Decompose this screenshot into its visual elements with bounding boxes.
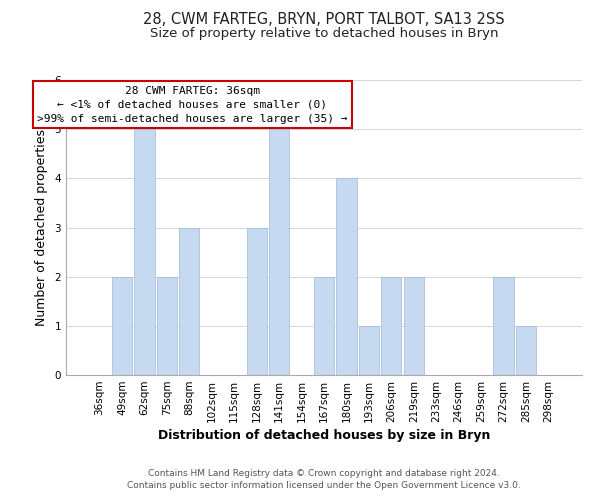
Bar: [134, 129, 155, 375]
Text: 28 CWM FARTEG: 36sqm
← <1% of detached houses are smaller (0)
>99% of semi-detac: 28 CWM FARTEG: 36sqm ← <1% of detached h…: [37, 86, 347, 124]
Bar: [314, 276, 334, 375]
Bar: [157, 276, 177, 375]
Bar: [247, 228, 267, 375]
Bar: [179, 228, 199, 375]
Text: Contains HM Land Registry data © Crown copyright and database right 2024.
Contai: Contains HM Land Registry data © Crown c…: [127, 468, 521, 490]
Text: 28, CWM FARTEG, BRYN, PORT TALBOT, SA13 2SS: 28, CWM FARTEG, BRYN, PORT TALBOT, SA13 …: [143, 12, 505, 28]
Bar: [337, 178, 356, 375]
Text: Size of property relative to detached houses in Bryn: Size of property relative to detached ho…: [150, 28, 498, 40]
Bar: [516, 326, 536, 375]
Bar: [359, 326, 379, 375]
Y-axis label: Number of detached properties: Number of detached properties: [35, 129, 47, 326]
Bar: [269, 129, 289, 375]
Bar: [381, 276, 401, 375]
Bar: [493, 276, 514, 375]
X-axis label: Distribution of detached houses by size in Bryn: Distribution of detached houses by size …: [158, 429, 490, 442]
Bar: [112, 276, 132, 375]
Bar: [404, 276, 424, 375]
